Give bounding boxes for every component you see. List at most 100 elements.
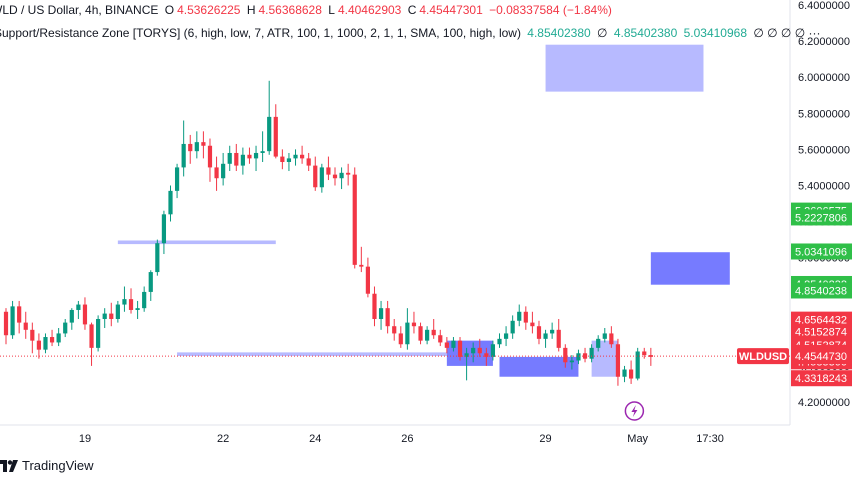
candle-body	[267, 116, 272, 152]
candle-body	[181, 143, 186, 168]
time-axis[interactable]: 19 22 24 26 29 May 17:30	[79, 401, 724, 445]
indicator-empty-tail: ∅ ∅ ∅ ∅ ···	[753, 26, 821, 40]
y-tick-label: 6.2000000	[798, 36, 850, 48]
candle-body	[280, 156, 285, 162]
candle-body	[128, 299, 134, 310]
candle-body	[339, 172, 344, 179]
candle-body	[346, 172, 351, 175]
y-tick-label: 4.2000000	[798, 397, 850, 409]
candle-body	[234, 152, 239, 166]
candle-body	[569, 360, 574, 363]
candle-body	[161, 214, 167, 244]
x-tick-label: 24	[309, 433, 321, 445]
candle-body	[306, 158, 311, 166]
candle-body	[490, 344, 496, 357]
x-tick-label: 29	[539, 433, 551, 445]
candle-body	[589, 347, 594, 359]
candle-body	[510, 320, 515, 334]
symbol-tag-label: WLDUSD	[739, 351, 787, 363]
candle-body	[10, 306, 15, 336]
candle-body	[477, 347, 482, 354]
candle-body	[273, 116, 278, 157]
candle-body	[286, 158, 292, 162]
price-tag-bg	[791, 348, 852, 365]
y-tick-label: 6.4000000	[798, 0, 850, 12]
candle-body	[418, 326, 423, 341]
candle-body	[378, 308, 384, 319]
price-tag-label: 4.5152874	[795, 327, 847, 339]
candle-body	[629, 369, 634, 379]
sr-zone	[499, 356, 579, 377]
sr-zone	[545, 44, 704, 92]
candles	[3, 80, 653, 386]
candle-body	[563, 347, 568, 363]
candle-body	[576, 353, 581, 361]
candle-body	[438, 335, 443, 343]
candle-body	[457, 340, 463, 357]
candle-body	[517, 311, 522, 321]
candle-body	[214, 167, 219, 179]
indicator-value-3: 5.03410968	[683, 26, 747, 40]
candle-body	[615, 344, 621, 377]
candle-body	[135, 308, 140, 310]
candle-body	[425, 329, 430, 341]
candle-body	[115, 304, 120, 319]
legend-line-1: WLD / US Dollar, 4h, BINANCE O 4.53626225…	[0, 3, 615, 17]
price-tag-label: 5.0341096	[795, 246, 847, 258]
candle-body	[201, 142, 206, 146]
grid	[0, 0, 791, 426]
sr-zone	[650, 252, 730, 285]
candle-body	[622, 369, 627, 377]
price-tags: 5.26065755.22278065.03410964.85402384.85…	[791, 202, 852, 387]
tradingview-logo[interactable]: TradingView	[0, 458, 94, 473]
candle-body	[503, 333, 509, 339]
candle-body	[405, 322, 410, 345]
tradingview-brand: TradingView	[22, 458, 94, 473]
candle-body	[247, 154, 252, 159]
last-price-line: WLDUSD	[0, 348, 790, 365]
candle-body	[385, 308, 390, 327]
candle-body	[451, 340, 456, 348]
y-tick-label: 5.8000000	[798, 108, 850, 120]
candle-body	[3, 311, 9, 336]
indicator-empty-1: ∅	[597, 26, 608, 40]
candle-body	[497, 338, 502, 345]
x-tick-label: 17:30	[696, 433, 724, 445]
candle-body	[96, 318, 101, 348]
candle-body	[30, 329, 35, 341]
open-label: O	[164, 3, 175, 17]
candle-body	[352, 174, 357, 265]
price-tag-label: 4.4544730	[795, 351, 847, 363]
candle-body	[43, 337, 48, 350]
candle-body	[332, 174, 338, 179]
candle-body	[300, 154, 305, 159]
candle-body	[313, 165, 318, 188]
candle-body	[293, 154, 298, 159]
symbol-title[interactable]: WLD / US Dollar, 4h, BINANCE	[0, 3, 159, 17]
candle-body	[260, 151, 265, 153]
candle-body	[194, 142, 199, 152]
candle-body	[69, 309, 74, 323]
candle-body	[523, 311, 528, 323]
price-tag-bg	[791, 243, 852, 260]
candle-body	[221, 163, 226, 179]
sr-zones	[117, 44, 730, 377]
candle-body	[142, 291, 147, 309]
candle-body	[543, 333, 548, 339]
candle-body	[556, 329, 561, 348]
candle-body	[471, 347, 476, 354]
candle-body	[326, 167, 331, 175]
price-tag-bg	[791, 282, 852, 299]
indicator-value-2: 4.85402380	[613, 26, 678, 40]
candle-body	[642, 351, 647, 356]
y-tick-label: 6.0000000	[798, 72, 850, 84]
candle-body	[253, 152, 259, 159]
sr-zone	[591, 340, 618, 377]
candle-body	[464, 353, 469, 357]
candle-body	[392, 326, 397, 334]
candle-body	[49, 337, 55, 343]
candle-body	[36, 340, 41, 350]
indicator-title[interactable]: Support/Resistance Zone [TORYS] (6, high…	[0, 26, 521, 40]
